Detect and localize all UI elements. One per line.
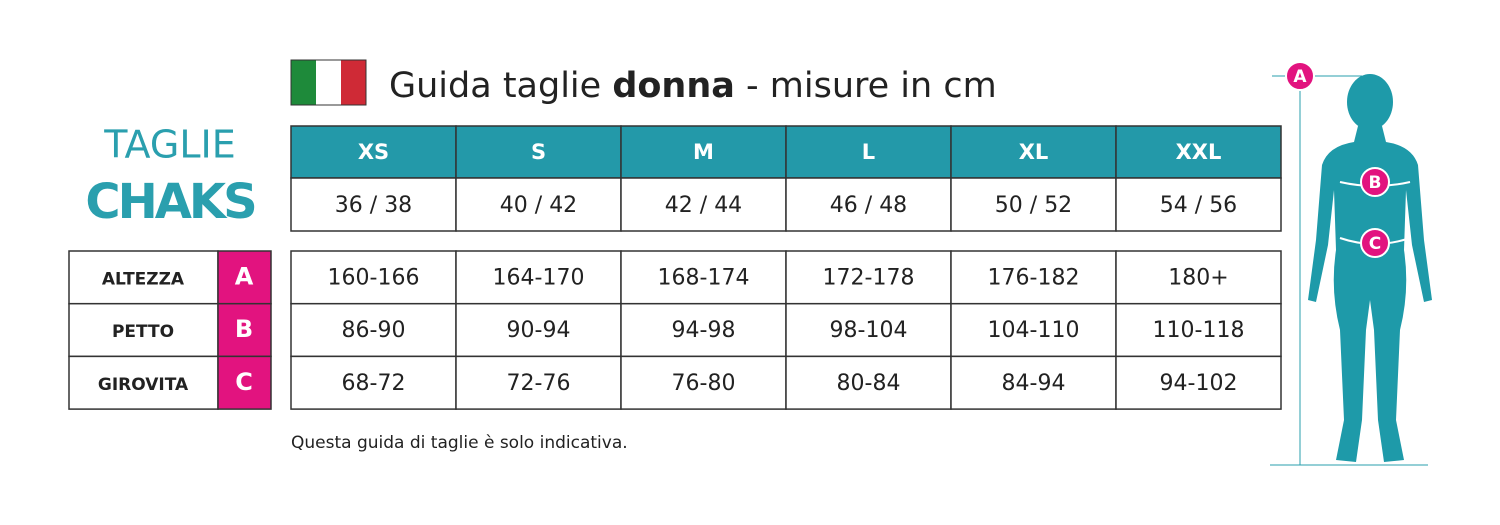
measure-letter: B bbox=[235, 315, 253, 343]
size-label: XS bbox=[358, 140, 389, 164]
measure-value: 72-76 bbox=[507, 371, 571, 396]
cell bbox=[1115, 125, 1282, 179]
measure-value: 90-94 bbox=[507, 318, 571, 343]
cell bbox=[620, 177, 787, 232]
figure-marker-label: A bbox=[1293, 67, 1307, 87]
figure-marker bbox=[1360, 228, 1390, 258]
size-italian: 46 / 48 bbox=[830, 193, 907, 218]
cell bbox=[620, 250, 787, 305]
size-label: M bbox=[693, 140, 714, 164]
cell bbox=[1115, 250, 1282, 305]
measure-label: PETTO bbox=[112, 322, 174, 342]
cell bbox=[785, 355, 952, 410]
cell bbox=[785, 302, 952, 358]
measure-value: 160-166 bbox=[328, 265, 420, 290]
measure-value: 110-118 bbox=[1153, 318, 1245, 343]
size-italian: 54 / 56 bbox=[1160, 193, 1237, 218]
cell bbox=[1115, 177, 1282, 232]
measure-value: 98-104 bbox=[830, 318, 908, 343]
size-label: XL bbox=[1019, 140, 1049, 164]
cell bbox=[620, 125, 787, 179]
figure-marker-label: C bbox=[1369, 234, 1381, 254]
cell bbox=[455, 177, 622, 232]
cell bbox=[290, 177, 457, 232]
figure bbox=[1270, 74, 1432, 466]
measure-value: 68-72 bbox=[342, 371, 406, 396]
size-label: XXL bbox=[1176, 140, 1222, 164]
cell bbox=[950, 125, 1117, 179]
brand-line2: CHAKS bbox=[85, 174, 255, 230]
cell bbox=[785, 177, 952, 232]
cell bbox=[455, 250, 622, 305]
cell bbox=[290, 125, 457, 179]
measure-value: 168-174 bbox=[658, 265, 750, 290]
measure-value: 104-110 bbox=[988, 318, 1080, 343]
measure-value: 76-80 bbox=[672, 371, 736, 396]
note: Questa guida di taglie è solo indicativa… bbox=[291, 433, 628, 453]
size-italian: 42 / 44 bbox=[665, 193, 742, 218]
cell bbox=[950, 250, 1117, 305]
cell bbox=[785, 125, 952, 179]
cell bbox=[68, 302, 219, 358]
measure-value: 94-98 bbox=[672, 318, 736, 343]
cell bbox=[1115, 355, 1282, 410]
title-suffix: - misure in cm bbox=[746, 66, 997, 106]
measure-value: 164-170 bbox=[493, 265, 585, 290]
measure-value: 176-182 bbox=[988, 265, 1080, 290]
measure-letter: A bbox=[235, 262, 254, 290]
title-prefix: Guida taglie bbox=[389, 66, 601, 106]
size-label: L bbox=[862, 140, 875, 164]
brand-line1: TAGLIE bbox=[103, 123, 235, 167]
cell bbox=[68, 250, 219, 305]
cell bbox=[950, 302, 1117, 358]
size-italian: 50 / 52 bbox=[995, 193, 1072, 218]
cell bbox=[290, 250, 457, 305]
title: Guida taglie donna - misure in cm bbox=[389, 66, 997, 106]
measure-label: GIROVITA bbox=[98, 375, 189, 395]
measure-value: 80-84 bbox=[837, 371, 901, 396]
cell bbox=[1115, 302, 1282, 358]
cell bbox=[455, 302, 622, 358]
measure-value: 180+ bbox=[1168, 265, 1228, 290]
size-italian: 40 / 42 bbox=[500, 193, 577, 218]
measure-value: 86-90 bbox=[342, 318, 406, 343]
measure-label: ALTEZZA bbox=[102, 269, 185, 289]
size-label: S bbox=[531, 140, 546, 164]
measure-letter: C bbox=[235, 368, 253, 396]
flag bbox=[290, 59, 367, 106]
figure-marker-label: B bbox=[1369, 173, 1382, 193]
cell bbox=[217, 355, 272, 410]
size-italian: 36 / 38 bbox=[335, 193, 412, 218]
title-bold: donna bbox=[612, 66, 735, 106]
measure-value: 84-94 bbox=[1002, 371, 1066, 396]
figure-marker bbox=[1360, 167, 1390, 197]
cell bbox=[950, 355, 1117, 410]
cell bbox=[620, 355, 787, 410]
measure-value: 94-102 bbox=[1160, 371, 1238, 396]
cell bbox=[785, 250, 952, 305]
cell bbox=[217, 302, 272, 358]
measure-value: 172-178 bbox=[823, 265, 915, 290]
figure-marker bbox=[1285, 61, 1315, 91]
